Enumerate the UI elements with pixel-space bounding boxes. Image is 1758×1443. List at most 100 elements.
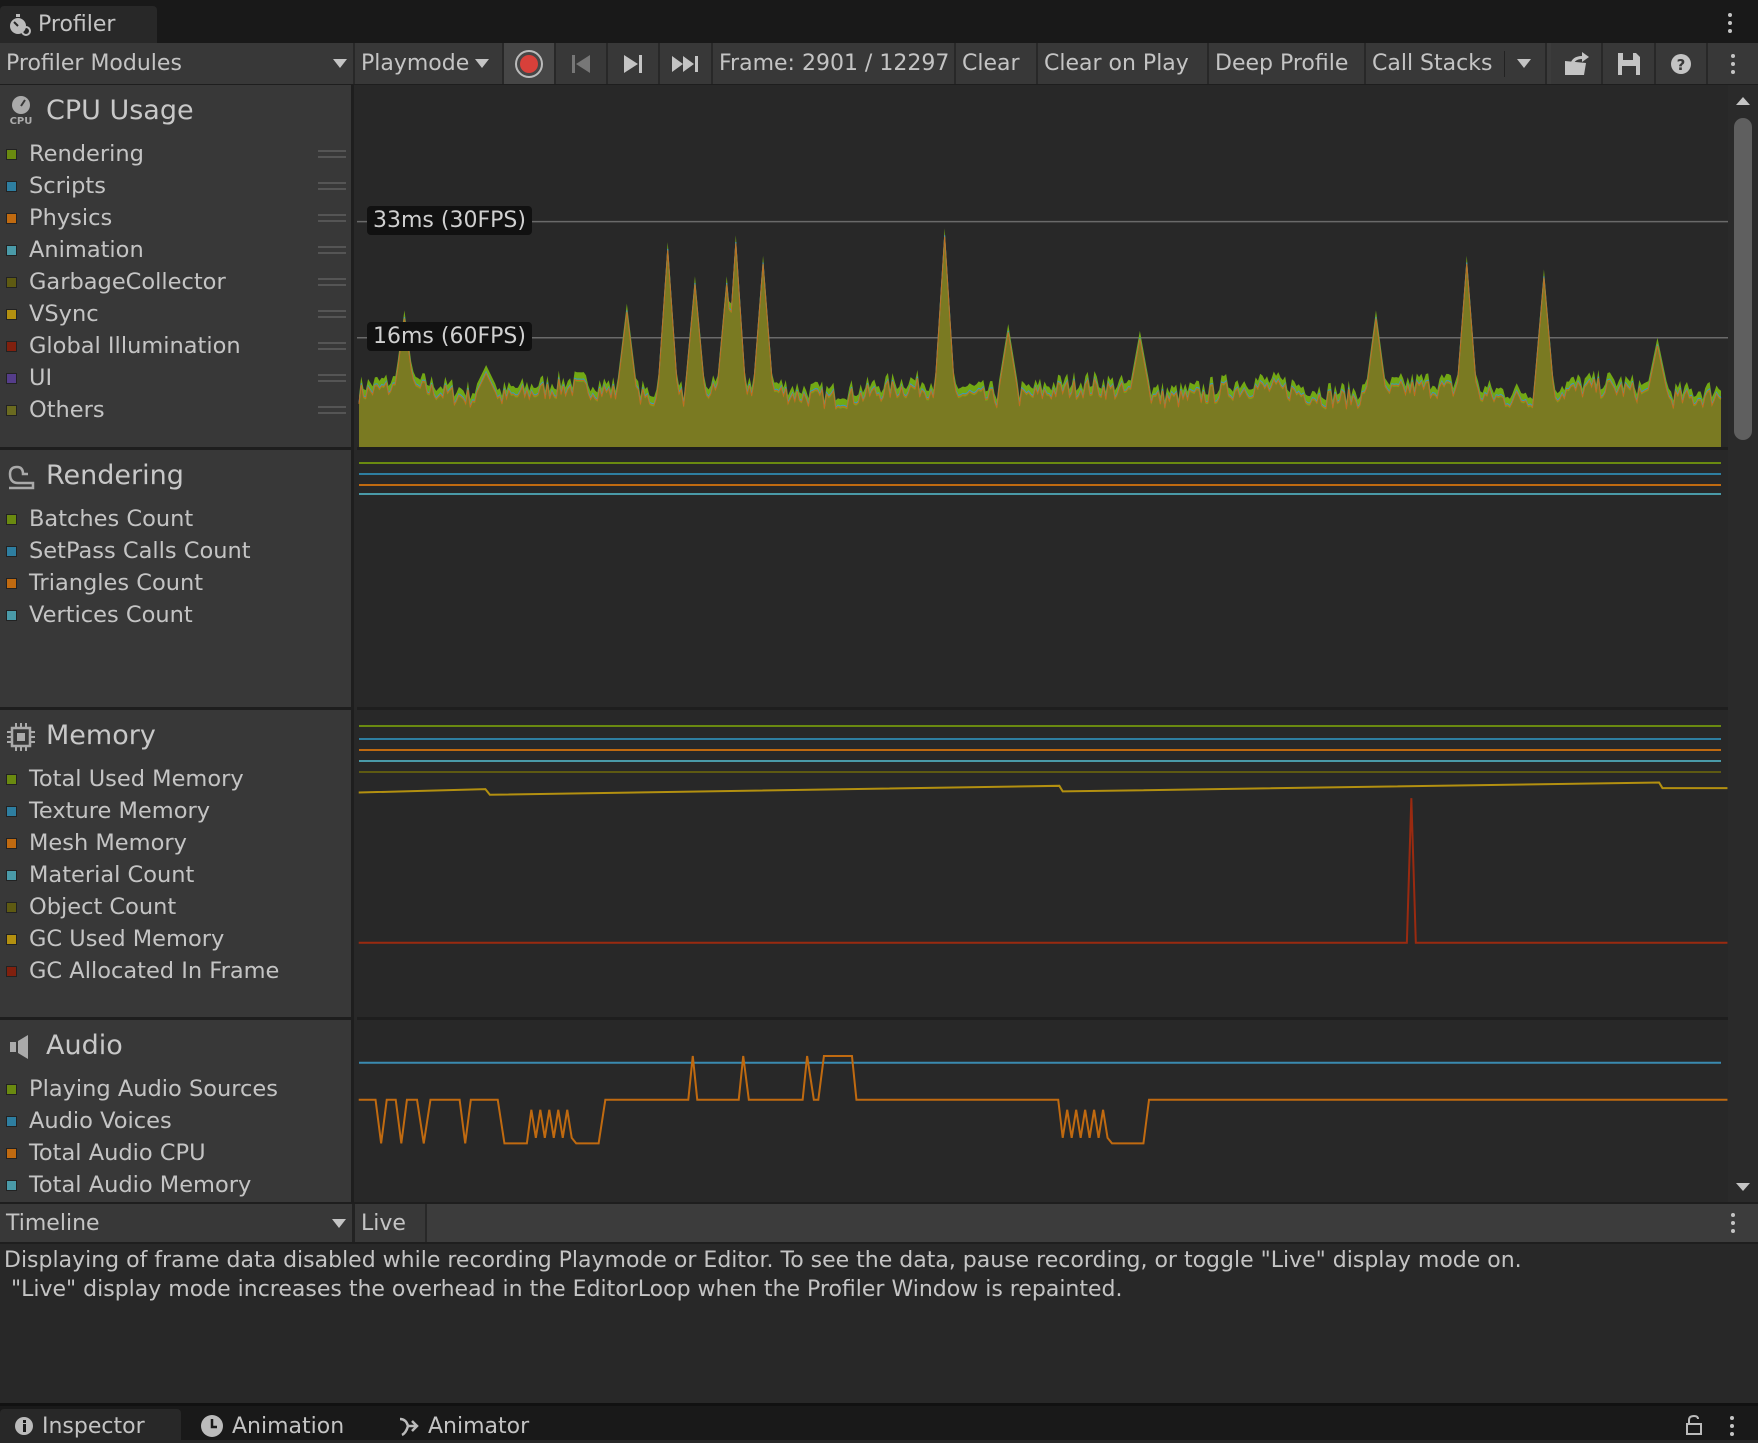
legend-label: GarbageCollector	[29, 269, 226, 295]
legend-item[interactable]: UI	[6, 362, 346, 394]
tab-label: Animator	[428, 1413, 530, 1439]
legend-item[interactable]: Rendering	[6, 138, 346, 170]
audio-line-chart	[358, 1054, 1728, 1145]
module-title: Rendering	[46, 460, 184, 491]
save-button[interactable]	[1603, 43, 1656, 84]
series-others-area	[359, 237, 1721, 447]
cpu-legend: Rendering Scripts Physics Animation GarbageC…	[6, 138, 346, 426]
legend-label: Total Audio Memory	[29, 1172, 252, 1198]
previous-frame-button[interactable]	[556, 43, 608, 84]
legend-item[interactable]: GC Allocated In Frame	[6, 955, 346, 987]
legend-item[interactable]: Scripts	[6, 170, 346, 202]
drag-handle-icon[interactable]	[318, 214, 346, 222]
legend-item[interactable]: SetPass Calls Count	[6, 535, 346, 567]
clear-on-play-toggle[interactable]: Clear on Play	[1038, 43, 1209, 84]
legend-item[interactable]: Triangles Count	[6, 567, 346, 599]
drag-handle-icon[interactable]	[318, 246, 346, 254]
lock-icon[interactable]	[1685, 1414, 1703, 1436]
drag-handle-icon[interactable]	[318, 278, 346, 286]
legend-item[interactable]: VSync	[6, 298, 346, 330]
legend-label: Others	[29, 397, 105, 423]
clear-on-play-label: Clear on Play	[1044, 51, 1189, 76]
profiler-modules-dropdown[interactable]: Profiler Modules	[0, 43, 355, 84]
drag-handle-icon[interactable]	[318, 374, 346, 382]
memory-chart[interactable]	[357, 710, 1728, 1020]
clear-button[interactable]: Clear	[956, 43, 1038, 84]
legend-item[interactable]: Animation	[6, 234, 346, 266]
drag-handle-icon[interactable]	[318, 406, 346, 414]
legend-label: Global Illumination	[29, 333, 241, 359]
record-button[interactable]	[504, 43, 556, 84]
legend-color-swatch	[6, 212, 17, 224]
tab-animator[interactable]: Animator	[384, 1409, 554, 1443]
tab-animation[interactable]: Animation	[186, 1409, 366, 1443]
drag-handle-icon[interactable]	[318, 150, 346, 158]
window-title-bar: Profiler	[0, 0, 1758, 43]
series-physics-line	[358, 236, 1722, 410]
legend-label: Playing Audio Sources	[29, 1076, 278, 1102]
tab-inspector[interactable]: Inspector	[0, 1409, 181, 1443]
legend-item[interactable]: Global Illumination	[6, 330, 346, 362]
legend-label: Physics	[29, 205, 113, 231]
legend-item[interactable]: Batches Count	[6, 503, 346, 535]
details-more-icon[interactable]	[1708, 1204, 1758, 1242]
dock-more-icon[interactable]	[1722, 1412, 1742, 1440]
legend-item[interactable]: Others	[6, 394, 346, 426]
rendering-chart[interactable]	[357, 450, 1728, 710]
legend-label: VSync	[29, 301, 99, 327]
legend-color-swatch	[6, 276, 17, 288]
help-button[interactable]: ?	[1656, 43, 1708, 84]
legend-item[interactable]: Total Audio CPU	[6, 1137, 346, 1169]
legend-item[interactable]: Mesh Memory	[6, 827, 346, 859]
module-memory[interactable]: Memory Total Used Memory Texture Memory Me…	[0, 710, 354, 1020]
legend-color-swatch	[6, 372, 17, 384]
current-frame-button[interactable]	[660, 43, 713, 84]
view-mode-dropdown[interactable]: Timeline	[0, 1204, 355, 1242]
window-menu-icon[interactable]	[1720, 10, 1740, 36]
legend-item[interactable]: Vertices Count	[6, 599, 346, 631]
deep-profile-toggle[interactable]: Deep Profile	[1209, 43, 1366, 84]
toolbar-more-icon[interactable]	[1708, 43, 1758, 84]
animator-icon	[399, 1417, 419, 1437]
drag-handle-icon[interactable]	[318, 310, 346, 318]
audio-chart[interactable]	[357, 1020, 1728, 1202]
legend-item[interactable]: GC Used Memory	[6, 923, 346, 955]
module-rendering[interactable]: Rendering Batches Count SetPass Calls Cou…	[0, 450, 354, 710]
drag-handle-icon[interactable]	[318, 182, 346, 190]
module-cpu-usage[interactable]: CPU CPU Usage Rendering Scripts Physics Ani…	[0, 85, 354, 450]
legend-item[interactable]: Total Audio Memory	[6, 1169, 346, 1201]
legend-item[interactable]: GarbageCollector	[6, 266, 346, 298]
live-toggle[interactable]: Live	[355, 1204, 427, 1242]
legend-item[interactable]: Total Used Memory	[6, 763, 346, 795]
total-audio-cpu-line	[358, 1054, 1728, 1145]
load-button[interactable]	[1551, 43, 1603, 84]
scrollbar-thumb[interactable]	[1734, 118, 1752, 440]
legend-item[interactable]: Audio Voices	[6, 1105, 346, 1137]
tab-profiler[interactable]: Profiler	[0, 6, 157, 43]
target-dropdown[interactable]: Playmode	[355, 43, 504, 84]
legend-item[interactable]: Playing Audio Sources	[6, 1073, 346, 1105]
legend-item[interactable]: Texture Memory	[6, 795, 346, 827]
chevron-down-icon[interactable]	[1517, 59, 1532, 68]
module-audio[interactable]: Audio Playing Audio Sources Audio Voices T…	[0, 1020, 354, 1202]
modules-scrollbar[interactable]	[1728, 85, 1758, 1202]
legend-color-swatch	[6, 244, 17, 256]
clear-label: Clear	[962, 51, 1020, 76]
speaker-icon	[10, 1035, 28, 1059]
legend-label: GC Used Memory	[29, 926, 225, 952]
scroll-down-icon[interactable]	[1736, 1183, 1750, 1191]
legend-color-swatch	[6, 933, 17, 945]
drag-handle-icon[interactable]	[318, 342, 346, 350]
threshold-label-16ms: 16ms (60FPS)	[367, 321, 532, 351]
step-back-icon	[572, 54, 590, 73]
cpu-usage-chart[interactable]: 33ms (30FPS) 16ms (60FPS)	[357, 85, 1728, 450]
legend-label: Total Audio CPU	[29, 1140, 206, 1166]
legend-item[interactable]: Material Count	[6, 859, 346, 891]
scroll-up-icon[interactable]	[1736, 97, 1750, 105]
legend-item[interactable]: Object Count	[6, 891, 346, 923]
save-icon	[1617, 52, 1640, 75]
call-stacks-toggle[interactable]: Call Stacks	[1366, 43, 1547, 84]
legend-item[interactable]: Physics	[6, 202, 346, 234]
legend-label: Triangles Count	[29, 570, 204, 596]
next-frame-button[interactable]	[608, 43, 660, 84]
